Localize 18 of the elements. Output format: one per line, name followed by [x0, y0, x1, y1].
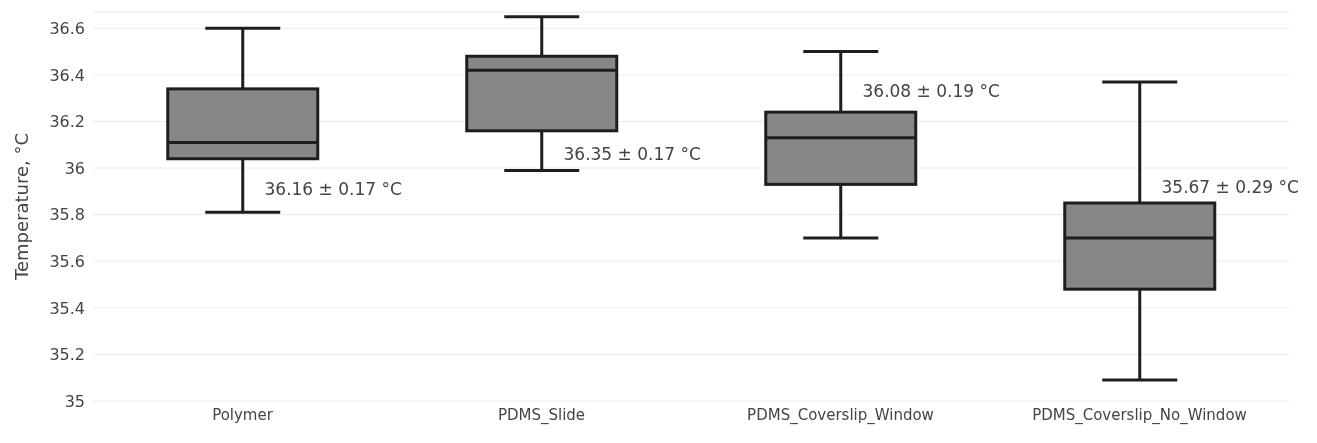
y-tick-label: 36: [64, 158, 85, 178]
x-tick-label: PDMS_Coverslip_Window: [747, 405, 934, 425]
annotation: 36.35 ± 0.17 °C: [563, 144, 701, 165]
y-tick-label: 36.4: [49, 65, 85, 85]
annotation: 35.67 ± 0.29 °C: [1161, 176, 1299, 197]
annotation: 36.08 ± 0.19 °C: [862, 81, 1000, 102]
y-tick-label: 35.4: [49, 298, 85, 318]
x-tick-label: PDMS_Coverslip_No_Window: [1032, 405, 1247, 425]
y-tick-label: 36.2: [49, 112, 85, 132]
x-tick-label: Polymer: [212, 405, 274, 424]
y-tick-label: 35.6: [49, 251, 85, 271]
y-tick-label: 35.8: [49, 205, 85, 225]
annotation: 36.16 ± 0.17 °C: [264, 179, 402, 200]
y-tick-label: 35: [64, 391, 85, 411]
x-tick-label: PDMS_Slide: [497, 405, 586, 425]
y-tick-label: 36.6: [49, 18, 85, 38]
y-axis-title: Temperature, °C: [11, 132, 33, 282]
y-tick-label: 35.2: [49, 345, 85, 365]
